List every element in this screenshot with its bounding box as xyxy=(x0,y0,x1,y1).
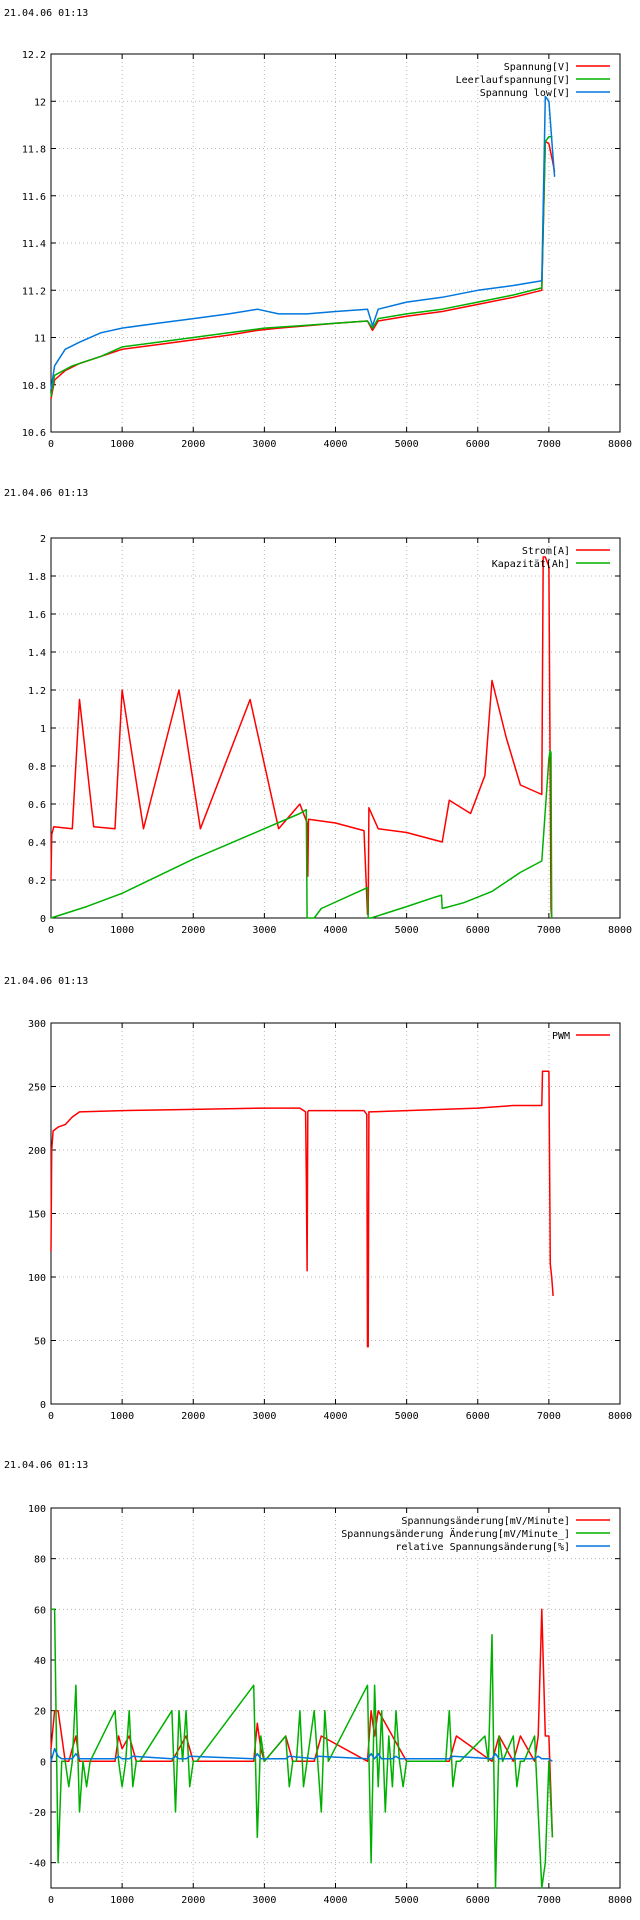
x-tick-label: 1000 xyxy=(110,439,134,450)
legend-label-1: PWM xyxy=(552,1031,570,1042)
x-tick-label: 6000 xyxy=(466,1895,490,1906)
y-tick-label: 10.8 xyxy=(22,381,46,392)
x-tick-label: 4000 xyxy=(323,1411,347,1422)
x-tick-label: 3000 xyxy=(252,1411,276,1422)
y-tick-label: 11 xyxy=(34,334,46,345)
y-tick-label: 0 xyxy=(40,914,46,925)
x-tick-label: 0 xyxy=(48,439,54,450)
x-tick-label: 6000 xyxy=(466,1411,490,1422)
y-tick-label: 11.4 xyxy=(22,239,46,250)
x-tick-label: 4000 xyxy=(323,1895,347,1906)
y-tick-label: 200 xyxy=(28,1146,46,1157)
x-tick-label: 8000 xyxy=(608,439,632,450)
y-tick-label: 0.4 xyxy=(28,838,46,849)
x-tick-label: 3000 xyxy=(252,1895,276,1906)
x-tick-label: 2000 xyxy=(181,925,205,936)
timestamp: 21.04.06 01:13 xyxy=(4,1460,88,1471)
y-tick-label: 11.8 xyxy=(22,145,46,156)
timestamp: 21.04.06 01:13 xyxy=(4,8,88,19)
legend-label-1: Spannungsänderung[mV/Minute] xyxy=(401,1516,570,1527)
timestamp: 21.04.06 01:13 xyxy=(4,488,88,499)
y-tick-label: 250 xyxy=(28,1083,46,1094)
x-tick-label: 7000 xyxy=(537,1411,561,1422)
y-tick-label: 1.2 xyxy=(28,686,46,697)
x-tick-label: 0 xyxy=(48,925,54,936)
x-tick-label: 2000 xyxy=(181,439,205,450)
y-tick-label: 0.6 xyxy=(28,800,46,811)
series-line-1 xyxy=(50,1608,554,1838)
y-tick-label: 0.8 xyxy=(28,762,46,773)
y-tick-label: 1.4 xyxy=(28,648,46,659)
chart-panel-4: 21.04.06 01:130 1000 2000 3000 4000 5000 6000 7… xyxy=(4,1460,632,1906)
y-tick-label: 2 xyxy=(40,534,46,545)
y-tick-label: 100 xyxy=(28,1273,46,1284)
y-tick-label: 80 xyxy=(34,1555,46,1566)
chart-panel-3: 21.04.06 01:130 1000 2000 3000 4000 5000 6000 7… xyxy=(4,976,632,1422)
y-tick-label: 100 xyxy=(28,1504,46,1515)
y-tick-label: -20 xyxy=(28,1808,46,1819)
y-tick-label: 50 xyxy=(34,1337,46,1348)
series-line-3 xyxy=(50,95,556,390)
y-tick-label: 12.2 xyxy=(22,50,46,61)
series-line-1 xyxy=(50,1070,554,1348)
y-tick-label: 11.2 xyxy=(22,286,46,297)
series-line-3 xyxy=(50,1747,553,1762)
x-tick-label: 1000 xyxy=(110,1411,134,1422)
x-tick-label: 4000 xyxy=(323,439,347,450)
x-tick-label: 5000 xyxy=(395,1411,419,1422)
chart-panel-2: 21.04.06 01:13 0 1000 2000 3000 4000 5000 6000 7… xyxy=(4,488,632,936)
timestamp: 21.04.06 01:13 xyxy=(4,976,88,987)
y-tick-label: -40 xyxy=(28,1859,46,1870)
x-tick-label: 2000 xyxy=(181,1411,205,1422)
x-tick-label: 5000 xyxy=(395,439,419,450)
y-tick-label: 11.6 xyxy=(22,192,46,203)
series-line-2 xyxy=(51,1608,554,1889)
y-tick-label: 300 xyxy=(28,1019,46,1030)
legend-label-1: Strom[A] xyxy=(522,546,570,557)
x-tick-label: 8000 xyxy=(608,1895,632,1906)
x-tick-label: 5000 xyxy=(395,1895,419,1906)
y-tick-label: 0 xyxy=(40,1757,46,1768)
y-tick-label: 20 xyxy=(34,1707,46,1718)
series-line-1 xyxy=(50,140,556,400)
y-tick-label: 40 xyxy=(34,1656,46,1667)
legend-label-3: relative Spannungsänderung[%] xyxy=(395,1542,570,1553)
x-tick-label: 4000 xyxy=(323,925,347,936)
x-tick-label: 8000 xyxy=(608,925,632,936)
x-tick-label: 1000 xyxy=(110,1895,134,1906)
x-tick-label: 3000 xyxy=(252,925,276,936)
x-tick-label: 5000 xyxy=(395,925,419,936)
y-tick-label: 150 xyxy=(28,1210,46,1221)
legend-label-2: Leerlaufspannung[V] xyxy=(456,75,570,86)
y-tick-label: 1 xyxy=(40,724,46,735)
series-line-1 xyxy=(50,556,553,919)
x-tick-label: 7000 xyxy=(537,925,561,936)
x-tick-label: 8000 xyxy=(608,1411,632,1422)
x-tick-label: 6000 xyxy=(466,925,490,936)
x-tick-label: 0 xyxy=(48,1895,54,1906)
y-tick-label: 10.6 xyxy=(22,428,46,439)
x-tick-label: 1000 xyxy=(110,925,134,936)
legend-label-2: Spannungsänderung Änderung[mV/Minute_] xyxy=(341,1527,570,1540)
x-tick-label: 0 xyxy=(48,1411,54,1422)
chart-panel-1: 21.04.06 01:13 0 1000 2000 3000 4000 5000 6000 7… xyxy=(4,8,632,450)
legend-label-1: Spannung[V] xyxy=(504,62,570,73)
y-tick-label: 0.2 xyxy=(28,876,46,887)
x-tick-label: 3000 xyxy=(252,439,276,450)
legend-label-3: Spannung low[V] xyxy=(480,88,570,99)
legend-label-2: Kapazität[Ah] xyxy=(492,559,570,570)
x-tick-label: 7000 xyxy=(537,439,561,450)
y-tick-label: 0 xyxy=(40,1400,46,1411)
series-line-2 xyxy=(50,135,553,397)
series-line-2 xyxy=(50,750,553,919)
x-tick-label: 2000 xyxy=(181,1895,205,1906)
y-tick-label: 60 xyxy=(34,1605,46,1616)
x-tick-label: 7000 xyxy=(537,1895,561,1906)
y-tick-label: 1.8 xyxy=(28,572,46,583)
y-tick-label: 1.6 xyxy=(28,610,46,621)
x-tick-label: 6000 xyxy=(466,439,490,450)
y-tick-label: 12 xyxy=(34,97,46,108)
